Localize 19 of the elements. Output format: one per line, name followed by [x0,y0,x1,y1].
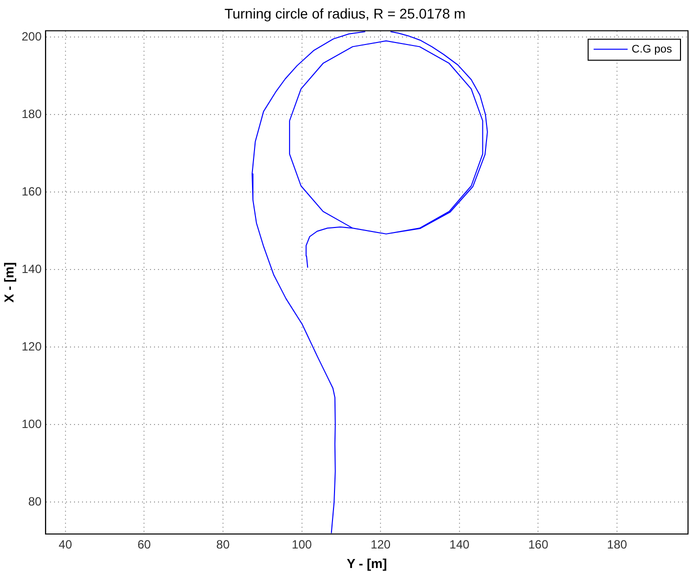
y-tick-label: 80 [28,494,42,509]
x-tick-label: 100 [292,538,312,552]
y-tick-label: 120 [22,339,42,354]
x-tick-label: 40 [58,538,72,552]
y-tick-label: 180 [22,106,42,121]
x-tick-label: 60 [137,538,152,552]
y-axis-title: X - [m] [1,262,16,303]
x-tick-label: 180 [607,538,628,552]
chart-title: Turning circle of radius, R = 25.0178 m [224,5,466,22]
x-tick-label: 140 [449,538,470,552]
x-tick-label: 80 [216,538,230,552]
x-tick-label: 120 [370,538,391,552]
y-tick-label: 140 [22,262,42,276]
y-tick-label: 200 [22,29,42,44]
y-tick-label: 160 [22,184,42,198]
x-axis-title: Y - [m] [346,556,387,571]
y-tick-label: 100 [22,416,42,431]
legend-label: C.G pos [632,43,672,56]
x-tick-label: 160 [528,538,549,552]
